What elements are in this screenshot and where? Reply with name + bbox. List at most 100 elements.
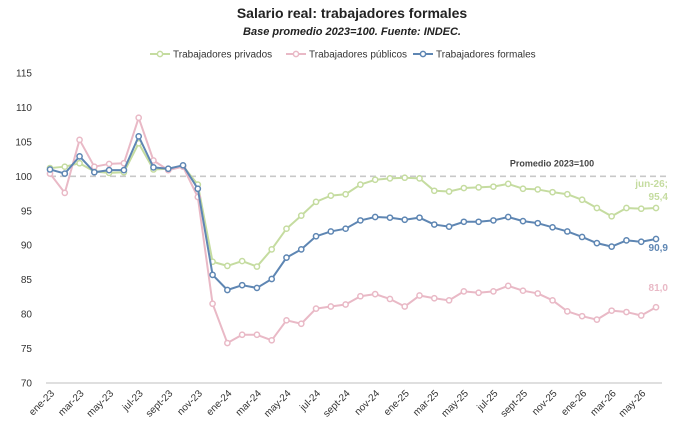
data-point: [430, 221, 438, 228]
y-tick-label: 80: [21, 310, 33, 321]
x-tick-label: ene-25: [382, 388, 412, 418]
data-point: [416, 214, 423, 222]
data-point: [327, 228, 335, 235]
x-tick-label: may-24: [262, 388, 294, 420]
data-point: [652, 235, 660, 243]
data-point: [238, 257, 246, 265]
chart-subtitle: Base promedio 2023=100. Fuente: INDEC.: [243, 26, 461, 38]
data-point: [76, 153, 83, 160]
data-point: [253, 263, 261, 270]
data-point: [357, 292, 364, 300]
data-point: [623, 308, 630, 316]
data-point: [297, 320, 305, 328]
data-point: [342, 225, 349, 233]
data-point: [490, 183, 497, 191]
data-point: [460, 184, 468, 192]
y-tick-label: 85: [21, 275, 33, 286]
x-tick-label: nov-25: [530, 388, 560, 418]
x-tick-label: mar-26: [589, 388, 619, 418]
data-point: [549, 296, 556, 304]
data-point: [253, 284, 261, 292]
data-point: [209, 271, 216, 279]
data-point: [475, 289, 482, 297]
legend-entry: Trabajadores privados: [173, 50, 272, 61]
data-point: [593, 239, 601, 247]
x-tick-label: mar-23: [56, 388, 86, 418]
data-point: [194, 185, 202, 193]
y-tick-label: 75: [21, 344, 33, 355]
data-point: [164, 165, 172, 173]
end-value-label: 81,0: [649, 283, 669, 294]
x-tick-label: nov-24: [353, 388, 383, 418]
data-point: [475, 218, 482, 226]
data-point: [608, 212, 616, 220]
y-tick-label: 70: [21, 379, 33, 390]
legend: Trabajadores privados Trabajadores públic…: [150, 50, 536, 61]
data-point: [490, 217, 497, 224]
data-point: [608, 243, 616, 250]
end-value-label: jun-26;: [634, 179, 668, 190]
legend-marker: [156, 50, 164, 58]
data-point: [283, 254, 290, 261]
legend-entry: Trabajadores públicos: [309, 50, 407, 61]
data-point: [238, 331, 246, 339]
end-value-label: 90,9: [649, 243, 669, 254]
data-point: [268, 246, 276, 253]
data-point: [327, 303, 335, 310]
data-point: [490, 288, 497, 295]
data-point: [386, 214, 394, 222]
data-point: [371, 213, 379, 221]
data-point: [608, 307, 616, 315]
x-tick-label: sept-23: [144, 388, 176, 420]
x-tick-label: mar-24: [234, 388, 264, 418]
x-tick-label: sept-24: [321, 388, 353, 420]
data-point: [105, 160, 113, 168]
x-tick-label: jul-25: [475, 388, 501, 414]
x-tick-label: may-23: [85, 388, 117, 420]
x-tick-label: may-25: [440, 388, 472, 420]
data-point: [519, 217, 527, 225]
y-tick-label: 110: [16, 103, 32, 114]
chart-title: Salario real: trabajadores formales: [237, 5, 468, 21]
data-point: [563, 308, 571, 315]
legend-marker: [292, 50, 300, 58]
x-tick-label: ene-23: [27, 388, 57, 418]
data-point: [90, 163, 98, 171]
data-point: [519, 185, 527, 193]
data-point: [637, 238, 645, 246]
x-tick-label: ene-24: [205, 388, 235, 418]
legend-marker: [419, 50, 427, 58]
data-point: [209, 300, 216, 308]
data-point: [135, 133, 143, 140]
data-point: [652, 303, 660, 311]
data-point: [475, 184, 482, 191]
data-point: [312, 198, 320, 206]
y-tick-label: 95: [21, 206, 33, 217]
data-point: [76, 136, 83, 144]
data-point: [371, 176, 379, 184]
data-point: [179, 161, 187, 169]
data-point: [534, 219, 542, 227]
data-point: [342, 301, 349, 308]
data-point: [268, 336, 276, 344]
data-point: [283, 316, 290, 324]
data-point: [297, 246, 305, 253]
data-point: [652, 204, 660, 212]
data-point: [283, 225, 290, 233]
data-point: [238, 281, 246, 289]
data-point: [563, 228, 571, 235]
data-point: [342, 190, 349, 198]
data-point: [504, 180, 512, 188]
data-point: [371, 290, 379, 298]
data-point: [357, 217, 364, 224]
data-point: [549, 223, 556, 231]
data-point: [401, 303, 409, 310]
data-point: [150, 164, 157, 171]
data-point: [563, 190, 571, 198]
data-point: [105, 166, 113, 174]
data-point: [637, 205, 645, 213]
data-point: [578, 196, 586, 204]
data-point: [445, 188, 453, 195]
